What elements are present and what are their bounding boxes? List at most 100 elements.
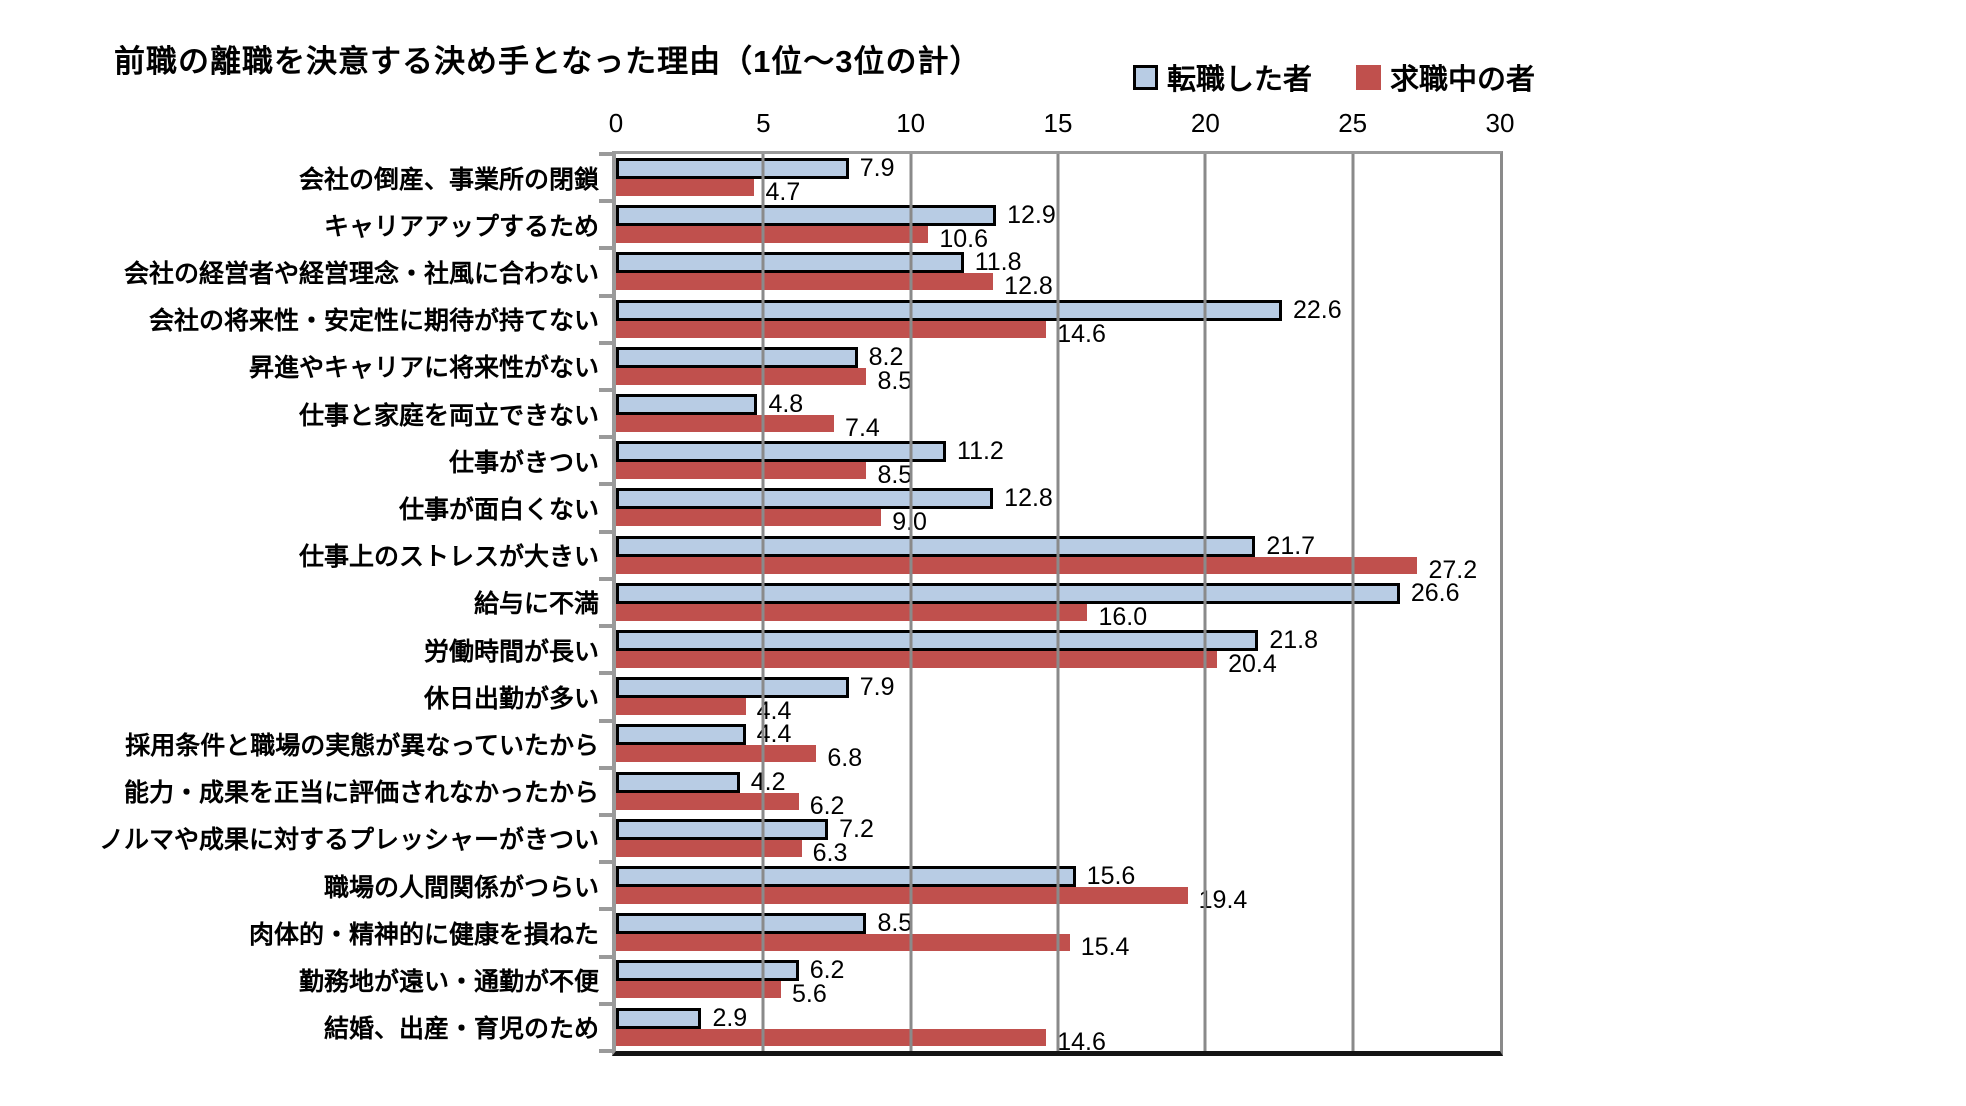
category-label: 結婚、出産・育児のため <box>323 1015 599 1044</box>
category-label: 会社の倒産、事業所の閉鎖 <box>298 165 599 194</box>
axis-tick <box>599 482 612 487</box>
bar-job-changers <box>616 535 1256 557</box>
bar-job-changers <box>616 252 964 274</box>
category-row: 能力・成果を正当に評価されなかったから 4.2 6.2 <box>124 768 1500 818</box>
bar-job-changers <box>616 630 1259 652</box>
bar-job-changers <box>616 913 867 935</box>
axis-tick <box>599 907 612 912</box>
category-row: 会社の経営者や経営理念・社風に合わない 11.8 12.8 <box>124 248 1500 299</box>
axis-tick <box>599 199 612 204</box>
bar-job-changers <box>616 488 994 510</box>
category-row: 労働時間が長い 21.8 20.4 <box>424 626 1500 677</box>
x-tick-label: 0 <box>608 108 624 138</box>
value-label-job-changers: 12.8 <box>1004 484 1053 513</box>
gridline <box>909 154 913 1051</box>
value-label-job-changers: 7.9 <box>859 154 895 182</box>
category-label: 職場の人間関係がつらい <box>323 873 599 902</box>
x-tick-label: 20 <box>1190 108 1220 138</box>
category-row: 肉体的・精神的に健康を損ねた 8.5 15.4 <box>249 909 1500 960</box>
value-label-job-changers: 7.9 <box>859 673 895 702</box>
category-label: 会社の将来性・安定性に期待が持てない <box>148 307 599 336</box>
value-label-job-changers: 12.9 <box>1007 201 1056 230</box>
bar-job-changers <box>616 582 1400 604</box>
axis-tick <box>599 246 612 251</box>
bar-job-seekers <box>616 603 1088 621</box>
legend-swatch-job-seekers-icon <box>1356 64 1382 90</box>
category-row: 仕事がきつい 11.2 8.5 <box>449 437 1500 488</box>
bar-job-seekers <box>616 887 1188 905</box>
axis-tick <box>599 340 612 345</box>
bar-job-seekers <box>616 462 867 480</box>
bar-job-changers <box>616 205 997 227</box>
axis-tick <box>599 860 612 865</box>
value-label-job-seekers: 7.4 <box>845 414 880 443</box>
bar-job-seekers <box>616 273 994 291</box>
category-label: 能力・成果を正当に評価されなかったから <box>123 779 599 808</box>
category-row: 昇進やキャリアに将来性がない 8.2 8.5 <box>249 343 1500 393</box>
value-label-job-seekers: 14.6 <box>1057 1027 1106 1056</box>
value-label-job-changers: 22.6 <box>1292 295 1342 324</box>
bar-job-seekers <box>616 745 817 763</box>
bar-job-seekers <box>616 556 1418 574</box>
axis-tick <box>599 812 612 817</box>
category-row: 職場の人間関係がつらい 15.6 19.4 <box>324 862 1500 913</box>
value-label-job-changers: 11.2 <box>957 437 1004 466</box>
bar-job-changers <box>616 394 758 416</box>
bar-job-seekers <box>616 698 746 716</box>
category-label: 労働時間が長い <box>423 637 599 666</box>
category-row: 仕事上のストレスが大きい 21.7 27.2 <box>299 532 1500 582</box>
bar-rows: 会社の倒産、事業所の閉鎖 7.9 4.7 キャリアアップするため 12.9 10.6 会社の… <box>99 154 1500 1055</box>
value-label-job-seekers: 6.3 <box>812 838 848 867</box>
value-label-job-changers: 8.5 <box>877 909 913 938</box>
axis-tick <box>599 718 612 723</box>
value-label-job-seekers: 14.6 <box>1057 319 1106 348</box>
category-label: 勤務地が遠い・通勤が不便 <box>298 968 599 997</box>
category-label: ノルマや成果に対するプレッシャーがきつい <box>98 826 599 855</box>
category-row: ノルマや成果に対するプレッシャーがきつい 7.2 6.3 <box>99 815 1500 865</box>
value-label-job-seekers: 15.4 <box>1080 933 1130 962</box>
chart-title: 前職の離職を決意する決め手となった理由（1位～3位の計） <box>114 44 982 79</box>
category-label: 採用条件と職場の実態が異なっていたから <box>125 732 599 761</box>
value-label-job-changers: 26.6 <box>1410 578 1460 607</box>
category-label: 会社の経営者や経営理念・社風に合わない <box>123 260 599 288</box>
bar-job-changers <box>616 346 858 368</box>
gridline <box>1351 154 1355 1051</box>
x-tick-label: 25 <box>1338 108 1368 138</box>
value-label-job-seekers: 5.6 <box>792 980 827 1009</box>
category-label: 仕事がきつい <box>448 448 599 477</box>
bar-job-seekers <box>616 981 781 999</box>
category-row: 結婚、出産・育児のため 2.9 14.6 <box>324 1003 1500 1054</box>
axis-tick <box>599 152 612 156</box>
value-label-job-changers: 11.8 <box>974 248 1022 277</box>
value-label-job-seekers: 6.2 <box>809 791 845 820</box>
axis-tick <box>599 765 612 770</box>
bar-job-changers <box>616 158 849 179</box>
bar-job-changers <box>616 866 1076 888</box>
legend-label-job-changers: 転職した者 <box>1167 64 1313 96</box>
bar-job-seekers <box>616 367 867 385</box>
value-label-job-seekers: 8.5 <box>877 366 913 395</box>
x-tick-label: 10 <box>896 108 926 138</box>
category-label: 肉体的・精神的に健康を損ねた <box>248 920 599 949</box>
gridline <box>1056 154 1060 1051</box>
value-label-job-changers: 2.9 <box>712 1003 748 1032</box>
category-row: 会社の将来性・安定性に期待が持てない 22.6 14.6 <box>149 295 1500 346</box>
gridline <box>761 154 765 1051</box>
category-label: 給与に不満 <box>473 590 599 619</box>
category-row: 仕事と家庭を両立できない 4.8 7.4 <box>299 390 1500 441</box>
bar-job-changers <box>616 677 849 699</box>
bar-job-changers <box>616 299 1282 321</box>
axis-tick <box>599 1001 612 1006</box>
value-label-job-changers: 15.6 <box>1086 862 1136 891</box>
axis-tick <box>599 954 612 959</box>
value-label-job-seekers: 20.4 <box>1228 650 1277 679</box>
value-label-job-seekers: 6.8 <box>827 744 863 773</box>
bar-job-seekers <box>616 179 755 196</box>
gridline <box>1203 154 1207 1051</box>
axis-tick <box>599 624 612 629</box>
value-label-job-changers: 6.2 <box>809 956 845 985</box>
bar-job-seekers <box>616 320 1047 338</box>
bar-job-changers <box>616 818 829 840</box>
axis-tick <box>599 529 612 534</box>
category-label: 仕事が面白くない <box>398 496 599 525</box>
